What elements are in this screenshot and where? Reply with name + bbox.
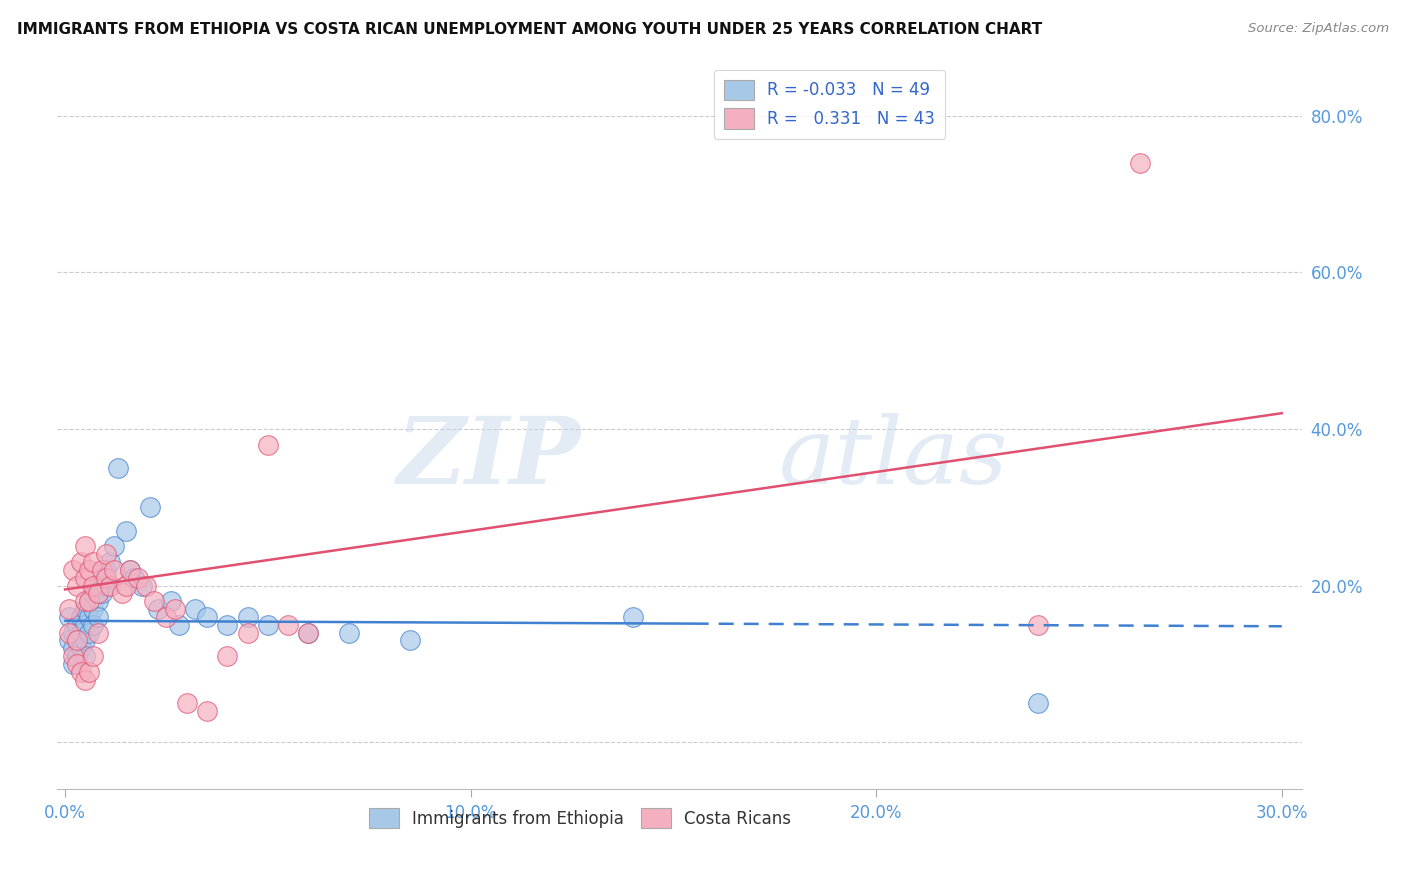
Point: [79, 594, 101, 608]
Point: [98, 555, 121, 569]
Point: [398, 633, 420, 648]
Point: [79, 563, 101, 577]
Point: [131, 578, 153, 592]
Point: [86, 578, 108, 592]
Point: [236, 625, 259, 640]
Point: [217, 617, 239, 632]
Point: [70, 665, 93, 679]
Point: [94, 571, 117, 585]
Point: [75, 633, 97, 648]
Point: [167, 617, 190, 632]
Point: [86, 594, 108, 608]
Point: [98, 578, 121, 592]
Point: [86, 610, 108, 624]
Point: [79, 610, 101, 624]
Point: [79, 665, 101, 679]
Text: Source: ZipAtlas.com: Source: ZipAtlas.com: [1249, 22, 1389, 36]
Point: [86, 625, 108, 640]
Point: [257, 617, 280, 632]
Point: [75, 602, 97, 616]
Point: [1129, 155, 1152, 169]
Point: [1028, 617, 1050, 632]
Point: [58, 625, 80, 640]
Text: IMMIGRANTS FROM ETHIOPIA VS COSTA RICAN UNEMPLOYMENT AMONG YOUTH UNDER 25 YEARS : IMMIGRANTS FROM ETHIOPIA VS COSTA RICAN …: [17, 22, 1042, 37]
Point: [70, 610, 93, 624]
Point: [90, 586, 112, 600]
Point: [75, 648, 97, 663]
Point: [277, 617, 299, 632]
Point: [58, 633, 80, 648]
Point: [79, 594, 101, 608]
Point: [257, 437, 280, 451]
Point: [297, 625, 319, 640]
Point: [82, 617, 104, 632]
Point: [62, 563, 84, 577]
Point: [75, 571, 97, 585]
Point: [82, 555, 104, 569]
Point: [66, 633, 89, 648]
Point: [297, 625, 319, 640]
Point: [75, 594, 97, 608]
Point: [103, 563, 125, 577]
Point: [66, 648, 89, 663]
Point: [337, 625, 360, 640]
Point: [58, 610, 80, 624]
Point: [1028, 696, 1050, 710]
Point: [82, 586, 104, 600]
Point: [62, 648, 84, 663]
Point: [66, 633, 89, 648]
Point: [66, 617, 89, 632]
Point: [66, 657, 89, 671]
Point: [94, 563, 117, 577]
Point: [143, 594, 166, 608]
Point: [82, 648, 104, 663]
Legend: Immigrants from Ethiopia, Costa Ricans: Immigrants from Ethiopia, Costa Ricans: [363, 801, 797, 835]
Point: [122, 571, 145, 585]
Point: [58, 602, 80, 616]
Point: [184, 602, 207, 616]
Text: ZIP: ZIP: [395, 413, 579, 503]
Point: [118, 563, 141, 577]
Point: [118, 563, 141, 577]
Point: [82, 602, 104, 616]
Point: [62, 641, 84, 656]
Point: [195, 610, 218, 624]
Point: [62, 625, 84, 640]
Point: [115, 524, 138, 538]
Point: [139, 500, 162, 515]
Point: [148, 602, 170, 616]
Point: [75, 617, 97, 632]
Point: [62, 657, 84, 671]
Point: [621, 610, 644, 624]
Point: [94, 547, 117, 561]
Point: [127, 571, 149, 585]
Point: [75, 673, 97, 687]
Point: [217, 648, 239, 663]
Point: [163, 602, 186, 616]
Point: [94, 578, 117, 592]
Point: [82, 578, 104, 592]
Text: atlas: atlas: [779, 413, 1008, 503]
Point: [86, 586, 108, 600]
Point: [107, 461, 129, 475]
Point: [70, 641, 93, 656]
Point: [236, 610, 259, 624]
Point: [135, 578, 157, 592]
Point: [66, 578, 89, 592]
Point: [115, 578, 138, 592]
Point: [111, 586, 134, 600]
Point: [176, 696, 198, 710]
Point: [195, 704, 218, 718]
Point: [159, 594, 181, 608]
Point: [75, 540, 97, 554]
Point: [155, 610, 177, 624]
Point: [103, 540, 125, 554]
Point: [90, 571, 112, 585]
Point: [79, 625, 101, 640]
Point: [90, 563, 112, 577]
Point: [70, 625, 93, 640]
Point: [70, 555, 93, 569]
